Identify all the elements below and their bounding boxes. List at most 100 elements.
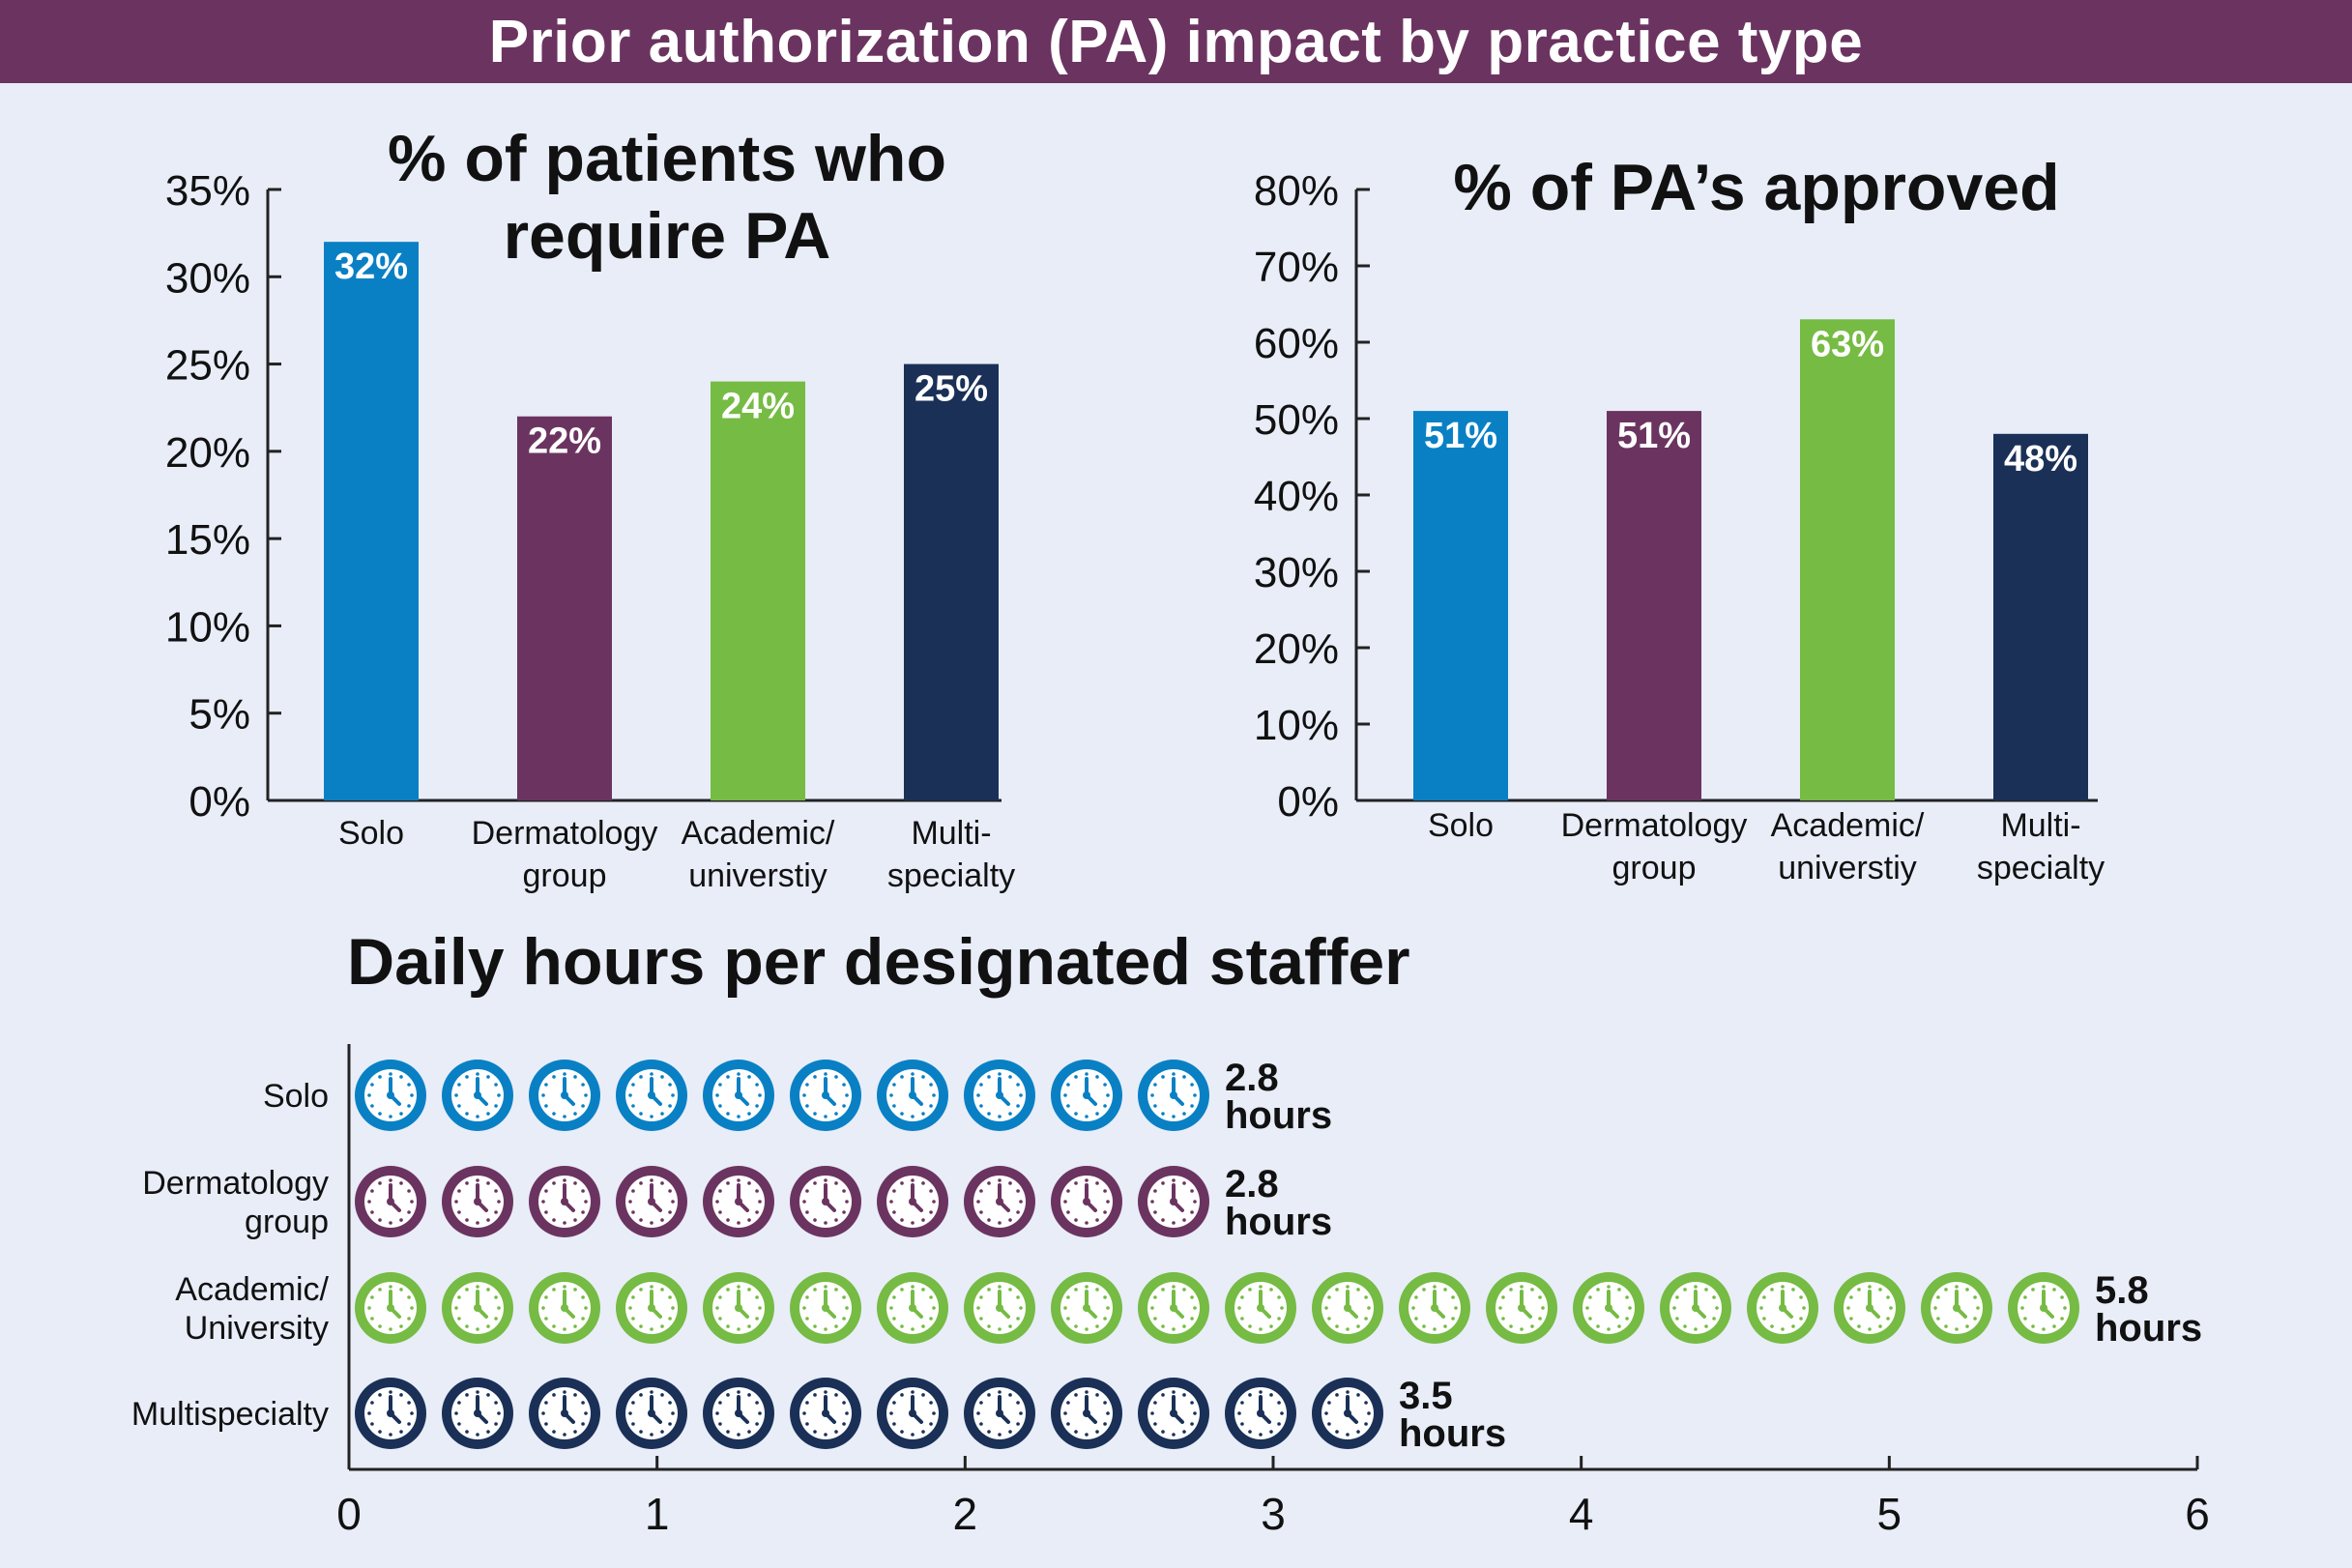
- clock-icon: [355, 1378, 426, 1449]
- clock-tick: [1530, 1324, 1534, 1328]
- clock-tick: [718, 1317, 722, 1321]
- clock-tick: [1346, 1327, 1350, 1331]
- clock-tick: [407, 1083, 411, 1087]
- clock-tick: [660, 1075, 664, 1079]
- clock-tick: [410, 1306, 414, 1310]
- clock-tick: [998, 1327, 1002, 1331]
- clock-tick: [755, 1317, 759, 1321]
- clock-tick: [573, 1075, 577, 1079]
- category-label: Academic/: [682, 815, 835, 852]
- clock-tick: [1269, 1324, 1273, 1328]
- category-label: Solo: [1428, 807, 1494, 844]
- clock-tick: [486, 1112, 490, 1116]
- clock-tick: [1596, 1324, 1600, 1328]
- clock-tick: [1327, 1295, 1331, 1299]
- clock-tick: [1240, 1317, 1244, 1321]
- title-banner: Prior authorization (PA) impact by pract…: [0, 0, 2352, 83]
- clock-tick: [1019, 1200, 1023, 1204]
- y-tick-label: 0%: [189, 778, 250, 826]
- clock-tick: [541, 1306, 545, 1310]
- clock-tick: [399, 1181, 403, 1185]
- clock-icon: [1051, 1060, 1122, 1131]
- clock-icon: [1921, 1272, 1992, 1344]
- clock-tick: [1095, 1112, 1099, 1116]
- category-label: Dermatology: [1561, 807, 1748, 844]
- clock-tick: [805, 1401, 809, 1405]
- clock-tick: [921, 1430, 925, 1434]
- clock-tick: [370, 1422, 374, 1426]
- clock-tick: [976, 1411, 980, 1415]
- clock-tick: [747, 1218, 751, 1222]
- clock-tick: [668, 1189, 672, 1193]
- clock-tick: [628, 1200, 632, 1204]
- clock-tick: [628, 1093, 632, 1097]
- clock-tick: [486, 1218, 490, 1222]
- clock-tick: [407, 1401, 411, 1405]
- clock-tick: [639, 1218, 643, 1222]
- clock-tick: [378, 1324, 382, 1328]
- clock-tick: [1451, 1317, 1455, 1321]
- clock-tick: [1530, 1288, 1534, 1292]
- clock-tick: [410, 1411, 414, 1415]
- clock-tick: [465, 1112, 469, 1116]
- clock-tick: [1277, 1422, 1281, 1426]
- clock-tick: [1019, 1093, 1023, 1097]
- clock-tick: [1675, 1317, 1679, 1321]
- clock-tick: [389, 1072, 392, 1076]
- clock-tick: [457, 1189, 461, 1193]
- clock-tick: [834, 1218, 838, 1222]
- clock-tick: [2060, 1317, 2064, 1321]
- clock-icon: [790, 1378, 861, 1449]
- clock-tick: [1066, 1317, 1070, 1321]
- clock-icon: [1225, 1378, 1296, 1449]
- clock-tick: [1103, 1317, 1107, 1321]
- clock-tick: [457, 1317, 461, 1321]
- clock-tick: [1628, 1306, 1632, 1310]
- clock-tick: [921, 1393, 925, 1397]
- clock-center: [1344, 1304, 1351, 1312]
- clock-tick: [1936, 1295, 1940, 1299]
- clock-tick: [1193, 1093, 1197, 1097]
- clock-tick: [1799, 1295, 1803, 1299]
- clock-tick: [497, 1093, 501, 1097]
- clock-tick: [631, 1401, 635, 1405]
- clock-tick: [563, 1433, 566, 1437]
- clock-tick: [544, 1210, 548, 1214]
- clock-tick: [892, 1083, 896, 1087]
- clock-tick: [454, 1200, 458, 1204]
- clock-tick: [494, 1210, 498, 1214]
- y-tick-label: 50%: [1254, 396, 1339, 444]
- clock-tick: [639, 1112, 643, 1116]
- clock-tick: [494, 1104, 498, 1108]
- clock-tick: [755, 1401, 759, 1405]
- clock-tick: [1625, 1295, 1629, 1299]
- clock-tick: [1791, 1324, 1795, 1328]
- clock-center: [1170, 1091, 1177, 1099]
- clock-tick: [1237, 1306, 1241, 1310]
- clock-tick: [378, 1393, 382, 1397]
- y-tick-label: 80%: [1254, 167, 1339, 215]
- clock-tick: [929, 1210, 933, 1214]
- clock-tick: [1857, 1288, 1861, 1292]
- clock-tick: [399, 1218, 403, 1222]
- clock-tick: [900, 1393, 904, 1397]
- clock-icon: [442, 1166, 513, 1237]
- clock-tick: [631, 1210, 635, 1214]
- clock-tick: [1933, 1306, 1937, 1310]
- clock-tick: [1066, 1422, 1070, 1426]
- clock-tick: [1161, 1430, 1165, 1434]
- clock-tick: [1066, 1295, 1070, 1299]
- clock-icon: [1834, 1272, 1905, 1344]
- clock-tick: [1324, 1411, 1328, 1415]
- clock-tick: [660, 1218, 664, 1222]
- clock-tick: [367, 1093, 371, 1097]
- clock-tick: [911, 1390, 915, 1394]
- clock-tick: [824, 1178, 828, 1182]
- clock-tick: [486, 1181, 490, 1185]
- clock-tick: [1150, 1200, 1154, 1204]
- clock-tick: [805, 1422, 809, 1426]
- category-label: specialty: [887, 857, 1015, 894]
- clock-tick: [1016, 1210, 1020, 1214]
- clock-tick: [1016, 1104, 1020, 1108]
- clock-icon: [1138, 1272, 1209, 1344]
